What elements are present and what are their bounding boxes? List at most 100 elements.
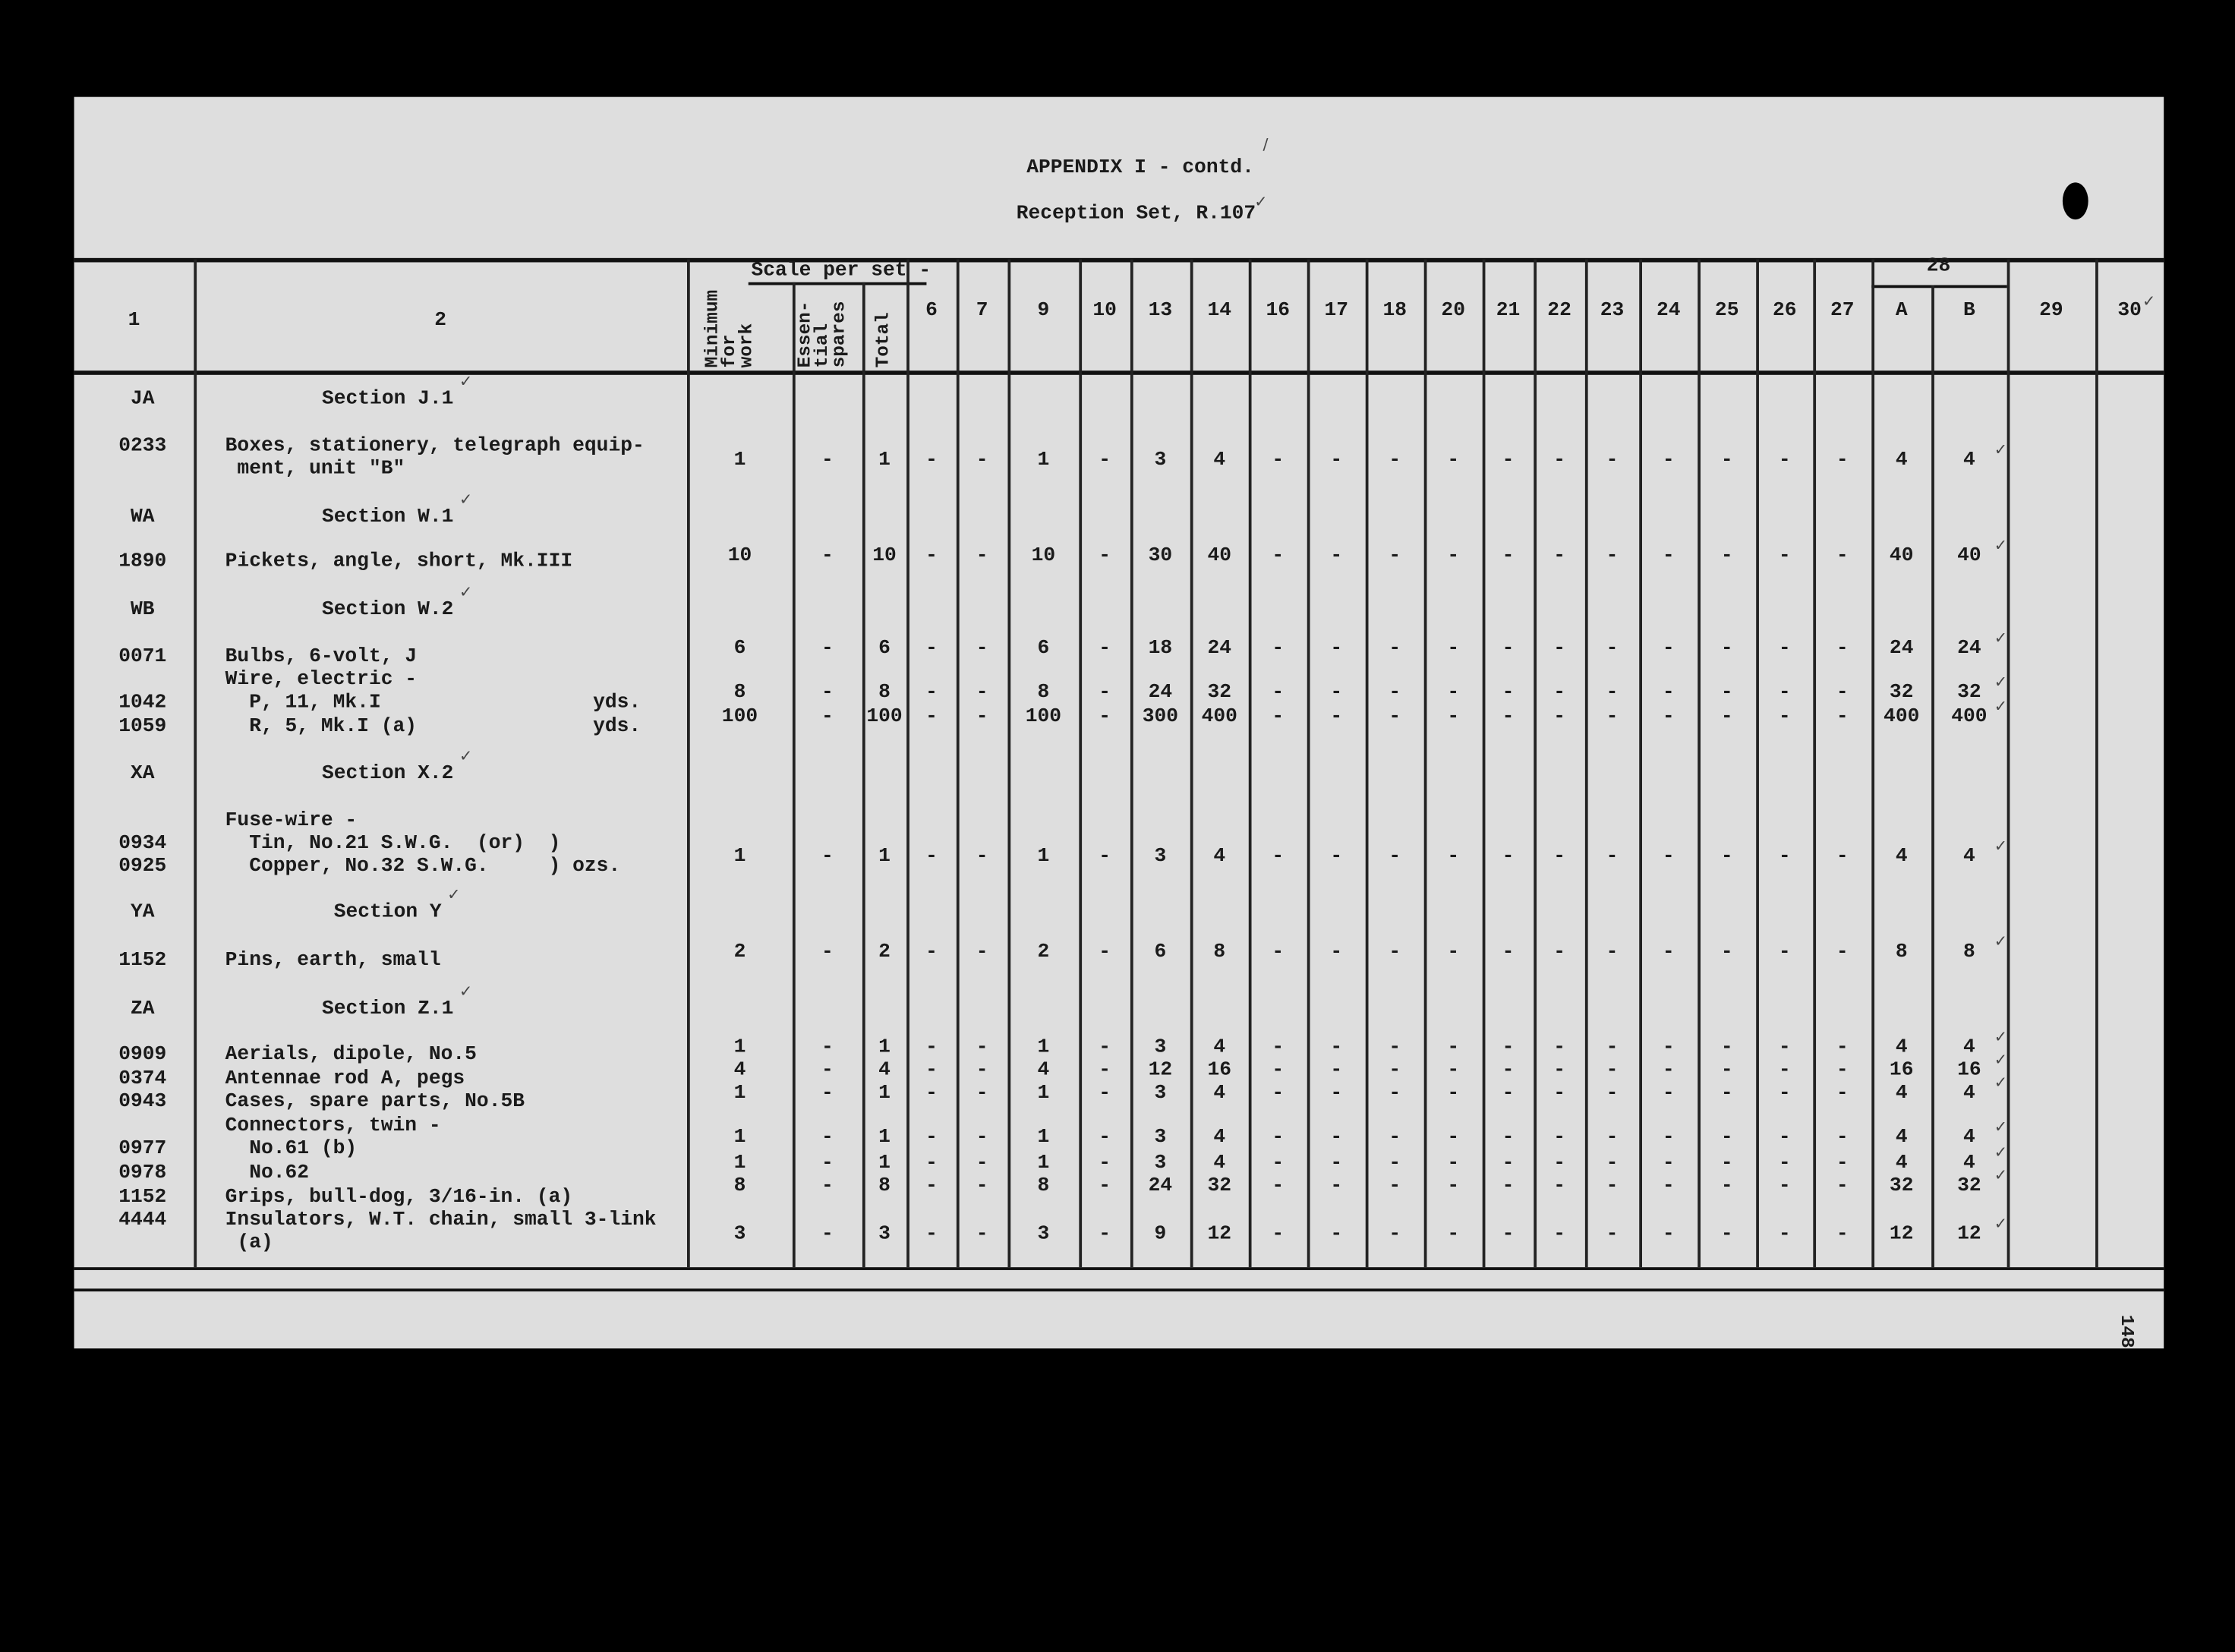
table-cell-value: 2 (1037, 941, 1050, 964)
table-cell-value: - (1720, 845, 1733, 869)
item-code: YA (130, 900, 155, 924)
table-cell-value: 6 (1037, 637, 1050, 660)
table-cell-value: - (1553, 544, 1565, 568)
table-cell-value: 32 (1889, 681, 1914, 705)
table-cell-value: - (821, 681, 834, 705)
table-cell-value: - (1662, 681, 1675, 705)
table-cell-value: 3 (1154, 1082, 1167, 1105)
table-cell-value: - (1272, 941, 1285, 964)
table-cell-value: - (1330, 1222, 1343, 1247)
column-divider (1871, 259, 1874, 1268)
table-cell-value: - (976, 941, 988, 964)
item-code: 0977 (118, 1137, 167, 1161)
column-divider (1584, 259, 1587, 1268)
table-cell-value: - (1272, 1126, 1285, 1149)
table-cell-value: 40 (1207, 544, 1232, 568)
numbered-column-header: 22 (1547, 299, 1571, 323)
column-header-1: 1 (128, 309, 140, 333)
numbered-column-header: 13 (1148, 299, 1173, 323)
table-cell-value: 1 (733, 1036, 746, 1060)
table-cell-value: - (1553, 449, 1565, 472)
column-header-28a: A (1895, 299, 1908, 323)
item-description: Fuse-wire - (225, 809, 358, 833)
table-cell-value: - (925, 544, 938, 568)
item-description: Pins, earth, small (225, 949, 441, 973)
table-cell-value: - (1836, 449, 1849, 472)
table-cell-value: - (1330, 449, 1343, 472)
table-cell-value: - (925, 1082, 938, 1105)
check-mark-icon: / (1263, 135, 1269, 154)
table-cell-value: 8 (1037, 681, 1050, 705)
table-cell-value: - (1778, 1059, 1791, 1083)
table-cell-value: - (1502, 1222, 1515, 1247)
item-code: 0071 (118, 645, 167, 669)
table-cell-value: 32 (1207, 1174, 1232, 1198)
document-title: APPENDIX I - contd. (1026, 156, 1254, 180)
table-cell-value: - (1389, 1059, 1401, 1083)
table-cell-value: - (1502, 941, 1515, 964)
item-description: Cases, spare parts, No.5B (225, 1090, 525, 1114)
table-cell-value: 4 (1213, 449, 1226, 472)
table-cell-value: 4 (1895, 1152, 1908, 1175)
table-cell-value: - (1389, 941, 1401, 964)
table-cell-value: - (1553, 845, 1565, 869)
table-cell-value: 1 (1037, 449, 1050, 472)
table-cell-value: 2 (733, 941, 746, 964)
table-cell-value: - (1662, 705, 1675, 729)
numbered-column-header: 6 (925, 299, 938, 323)
table-cell-value: 4 (1213, 1152, 1226, 1175)
table-cell-value: - (1272, 845, 1285, 869)
table-cell-value: 1 (1037, 1152, 1050, 1175)
table-cell-value: - (1502, 637, 1515, 660)
table-cell-value: - (1606, 941, 1619, 964)
table-cell-value: - (925, 845, 938, 869)
numbered-column-header: 16 (1266, 299, 1291, 323)
table-cell-value: 12 (1148, 1059, 1173, 1083)
table-cell-value: 3 (1037, 1222, 1050, 1247)
table-cell-value: 1 (878, 449, 891, 472)
numbered-column-header: 21 (1496, 299, 1521, 323)
table-cell-value: 400 (1884, 705, 1920, 729)
table-cell-value: - (1330, 1126, 1343, 1149)
column-header-29: 29 (2039, 299, 2063, 323)
table-cell-value: - (1720, 1152, 1733, 1175)
column-divider (956, 259, 959, 1268)
table-cell-value: - (1447, 1152, 1460, 1175)
item-code: 0934 (118, 832, 167, 856)
column-divider (1698, 259, 1701, 1268)
table-cell-value: 8 (733, 681, 746, 705)
table-cell-value: - (925, 1152, 938, 1175)
column-divider (1007, 259, 1010, 1268)
item-code: 4444 (118, 1209, 167, 1232)
table-cell-value: 8 (733, 1174, 746, 1198)
table-cell-value: 3 (1154, 1152, 1167, 1175)
table-cell-value: 1 (878, 1152, 891, 1175)
table-cell-value: 30 (1148, 544, 1173, 568)
table-cell-value: - (1330, 544, 1343, 568)
table-cell-value: 3 (1154, 845, 1167, 869)
table-cell-value: - (821, 544, 834, 568)
table-cell-value: 1 (1037, 845, 1050, 869)
item-description: Insulators, W.T. chain, small 3-link (225, 1209, 657, 1232)
table-cell-value: - (1272, 637, 1285, 660)
item-description: Pickets, angle, short, Mk.III (225, 550, 573, 573)
table-cell-value: - (1836, 637, 1849, 660)
table-cell-value: - (821, 1082, 834, 1105)
document-page: APPENDIX I - contd. Reception Set, R.107… (74, 96, 2164, 1349)
table-cell-value: - (1099, 544, 1111, 568)
column-divider (1079, 259, 1082, 1268)
table-cell-value: 3 (1154, 1126, 1167, 1149)
table-cell-value: - (1778, 1082, 1791, 1105)
table-cell-value: 3 (733, 1222, 746, 1247)
table-cell-value: 16 (1207, 1059, 1232, 1083)
table-cell-value: 4 (1963, 1082, 1975, 1105)
column-divider (2095, 259, 2098, 1268)
section-heading: Section W.2 (321, 598, 454, 622)
table-cell-value: - (1389, 1222, 1401, 1247)
table-cell-value: 24 (1148, 1174, 1173, 1198)
table-cell-value: - (925, 1126, 938, 1149)
table-cell-value: - (1389, 705, 1401, 729)
table-cell-value: - (821, 1036, 834, 1060)
table-cell-value: - (1662, 637, 1675, 660)
table-cell-value: - (976, 1222, 988, 1247)
